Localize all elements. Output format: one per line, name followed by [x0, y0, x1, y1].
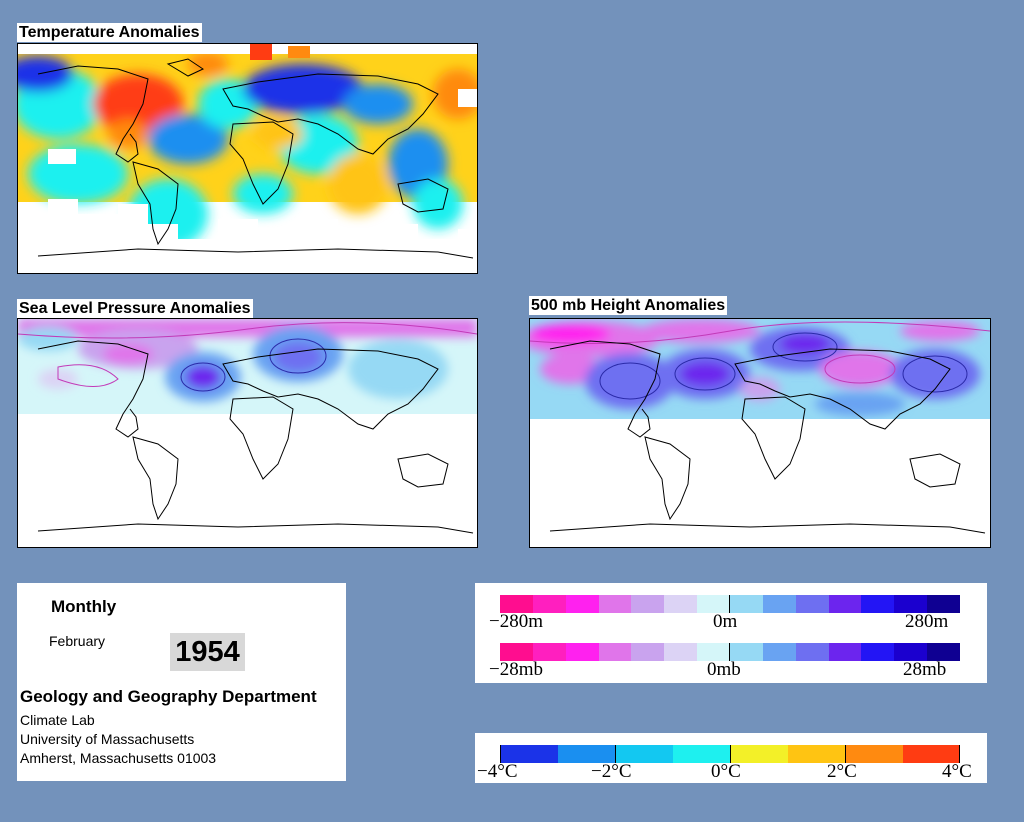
temp-label-neg4: −4°C — [477, 761, 518, 782]
temperature-swatch — [787, 745, 845, 763]
pressure-swatch — [631, 643, 665, 661]
department-label: Geology and Geography Department — [20, 687, 317, 706]
lab-label: Climate Lab — [20, 712, 95, 728]
temperature-swatch — [902, 745, 960, 763]
pressure-swatch — [828, 643, 862, 661]
temperature-anomaly-map — [17, 43, 478, 274]
address-label: Amherst, Massachusetts 01003 — [20, 750, 217, 766]
height-swatch — [894, 595, 928, 613]
temperature-colorbar — [500, 745, 960, 763]
pressure-colorbar — [500, 643, 961, 661]
year-label: 1954 — [170, 633, 245, 671]
pressure-label-max: 28mb — [903, 659, 947, 680]
university-label: University of Massachusetts — [20, 731, 195, 747]
pressure-swatch — [762, 643, 796, 661]
slp-anomaly-map — [17, 318, 478, 548]
height-label-min: −280m — [489, 611, 543, 632]
pressure-swatch — [894, 643, 928, 661]
height-swatch — [500, 595, 533, 613]
height-swatch — [532, 595, 566, 613]
temp-label-0: 0°C — [711, 761, 741, 782]
temp-label-2: 2°C — [827, 761, 857, 782]
pressure-swatch — [795, 643, 829, 661]
slp-map-title: Sea Level Pressure Anomalies — [17, 299, 253, 318]
temp-tick-3 — [730, 745, 731, 763]
temp-tick-1 — [500, 745, 501, 763]
pressure-label-min: −28mb — [489, 659, 543, 680]
height-pressure-legend: −280m 0m 280m −28mb 0mb 28mb — [475, 583, 987, 683]
height-swatch — [631, 595, 665, 613]
height-label-zero: 0m — [713, 611, 738, 632]
temperature-swatch — [845, 745, 903, 763]
slp-map-graphic — [18, 319, 477, 547]
height-swatch — [697, 595, 731, 613]
pressure-swatch — [500, 643, 533, 661]
height-swatch — [828, 595, 862, 613]
pressure-swatch — [532, 643, 566, 661]
height500-map-graphic — [530, 319, 990, 547]
height-swatch — [861, 595, 895, 613]
pressure-colorbar-tick-center — [729, 643, 730, 661]
height-swatch — [565, 595, 599, 613]
pressure-swatch — [565, 643, 599, 661]
height-swatch — [598, 595, 632, 613]
period-label: Monthly — [51, 597, 117, 616]
info-panel: Monthly February 1954 Geology and Geogra… — [17, 583, 346, 781]
month-label: February — [49, 633, 106, 649]
height-swatch — [730, 595, 763, 613]
pressure-swatch — [730, 643, 763, 661]
temp-label-4: 4°C — [942, 761, 972, 782]
temp-label-neg2: −2°C — [591, 761, 632, 782]
temperature-swatch — [730, 745, 788, 763]
height-swatch — [795, 595, 829, 613]
temperature-map-graphic — [18, 44, 477, 273]
temp-tick-5 — [959, 745, 960, 763]
height500-map-title: 500 mb Height Anomalies — [529, 296, 728, 315]
temp-tick-4 — [845, 745, 846, 763]
pressure-swatch — [598, 643, 632, 661]
temperature-legend: −4°C −2°C 0°C 2°C 4°C — [475, 733, 987, 783]
height-swatch — [664, 595, 698, 613]
temperature-swatch — [615, 745, 673, 763]
height-colorbar-tick-center — [729, 595, 730, 613]
pressure-label-zero: 0mb — [707, 659, 741, 680]
pressure-swatch — [861, 643, 895, 661]
height-colorbar — [500, 595, 961, 613]
pressure-swatch — [664, 643, 698, 661]
temperature-swatch — [672, 745, 730, 763]
height-swatch — [762, 595, 796, 613]
temperature-swatch — [557, 745, 615, 763]
temperature-swatch — [500, 745, 558, 763]
height-swatch — [927, 595, 961, 613]
temperature-map-title: Temperature Anomalies — [17, 23, 202, 42]
height500-anomaly-map — [529, 318, 991, 548]
temp-tick-2 — [615, 745, 616, 763]
pressure-swatch — [927, 643, 961, 661]
pressure-swatch — [697, 643, 731, 661]
height-label-max: 280m — [905, 611, 949, 632]
